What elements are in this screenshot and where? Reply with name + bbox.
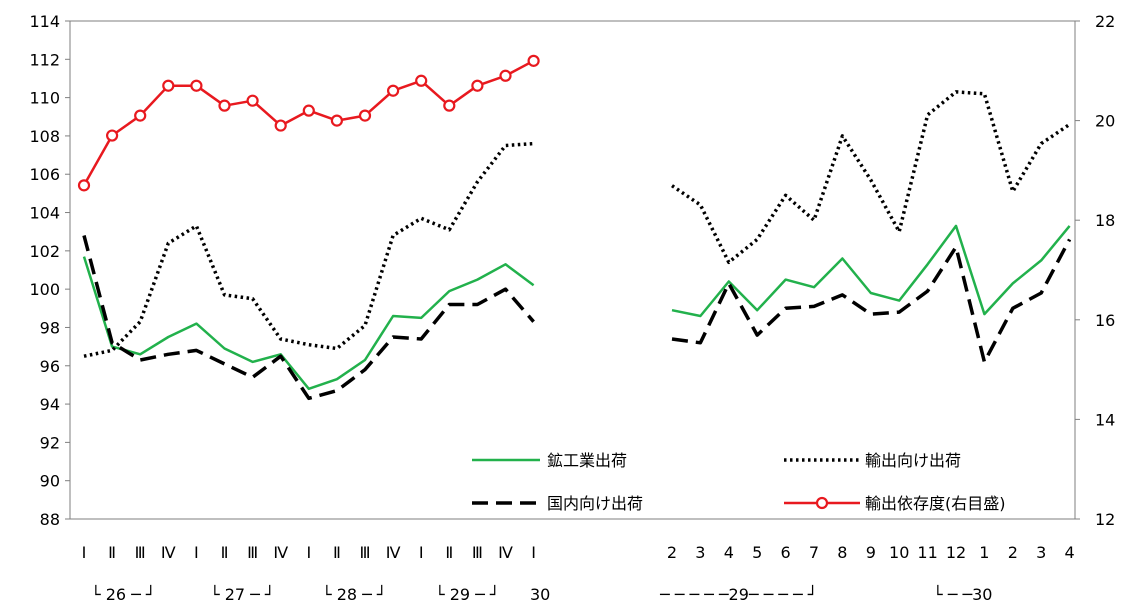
series-4-point (330, 114, 343, 127)
right-tick-label: 18 (1095, 211, 1115, 230)
quarter-label: Ⅳ (386, 543, 401, 562)
series-lines (82, 59, 1072, 401)
quarter-label: Ⅳ (161, 543, 176, 562)
month-label: 5 (752, 543, 762, 562)
series-4-point (246, 94, 259, 107)
quarterly-year-label: └ 27 ─ ┘ (210, 584, 275, 604)
month-label: 3 (695, 543, 705, 562)
right-tick-label: 12 (1095, 510, 1115, 529)
quarter-label: Ⅱ (108, 543, 116, 562)
quarterly-year-label: └ 26 ─ ┘ (91, 584, 156, 604)
quarter-label: Ⅲ (359, 543, 370, 562)
left-tick-label: 94 (40, 395, 60, 414)
quarterly-year-label: └ 28 ─ ┘ (322, 584, 387, 604)
series-4-point (302, 104, 315, 117)
month-label: 1 (979, 543, 989, 562)
quarter-label: Ⅳ (273, 543, 288, 562)
right-tick-label: 14 (1095, 410, 1115, 429)
series-1-monthly-line (671, 224, 1071, 318)
series-4-point (415, 74, 428, 87)
series-4-point (274, 119, 287, 132)
quarter-label: Ⅲ (247, 543, 258, 562)
month-label: 12 (946, 543, 966, 562)
quarter-label: Ⅱ (333, 543, 341, 562)
year-labels: └ 26 ─ ┘ └ 27 ─ ┘ └ 28 ─ ┘ └ 29 ─ ┘ 30 ─ ─ ─ … (91, 584, 992, 604)
series-4-point (471, 79, 484, 92)
legend-label: 輸出向け出荷 (865, 451, 961, 470)
month-label: 4 (1065, 543, 1075, 562)
month-label: 4 (724, 543, 734, 562)
monthly-year-label: └ ─ ─30 (933, 584, 992, 604)
right-tick-label: 16 (1095, 311, 1115, 330)
legend-label: 国内向け出荷 (547, 494, 643, 513)
series-2-monthly-line (671, 90, 1071, 265)
quarter-label: Ⅰ (531, 543, 536, 562)
series-4-point (162, 79, 175, 92)
left-tick-label: 100 (29, 280, 60, 299)
left-tick-label: 104 (29, 204, 60, 223)
right-tick-label: 22 (1095, 12, 1115, 31)
quarter-label: Ⅱ (445, 543, 453, 562)
left-tick-label: 98 (40, 318, 60, 337)
series-4-point (443, 99, 456, 112)
series-4-point (358, 109, 372, 122)
month-label: 6 (781, 543, 791, 562)
quarter-label: Ⅲ (135, 543, 146, 562)
right-axis-ticks: 12 14 16 18 20 22 (1075, 12, 1115, 529)
quarter-label: Ⅳ (498, 543, 513, 562)
left-tick-label: 88 (40, 510, 60, 529)
right-tick-label: 20 (1095, 112, 1115, 131)
quarter-label: Ⅰ (194, 543, 199, 562)
series-4-quarterly-line (82, 59, 535, 186)
left-tick-label: 108 (29, 127, 60, 146)
left-tick-label: 92 (40, 433, 60, 452)
left-tick-label: 90 (40, 472, 60, 491)
monthly-year-label: ─ ─ ─ ─ ─29─ ─ ─ ─ ┘ (659, 584, 817, 604)
left-tick-label: 114 (29, 12, 60, 31)
series-4-point (499, 69, 512, 82)
series-3-quarterly-line (82, 235, 535, 401)
month-label: 2 (667, 543, 677, 562)
month-label: 3 (1036, 543, 1046, 562)
series-4-point (134, 109, 147, 122)
series-4-point (527, 54, 540, 67)
left-tick-label: 106 (29, 165, 60, 184)
quarter-label: Ⅲ (472, 543, 483, 562)
series-4-point (190, 79, 203, 92)
left-tick-label: 102 (29, 242, 60, 261)
left-tick-label: 112 (29, 50, 60, 69)
plot-frame (69, 20, 1076, 520)
series-3-monthly-line (671, 238, 1072, 364)
x-axis-labels: Ⅰ Ⅱ Ⅲ Ⅳ Ⅰ Ⅱ Ⅲ Ⅳ Ⅰ Ⅱ Ⅲ Ⅳ Ⅰ Ⅱ Ⅲ Ⅳ Ⅰ 2 3 4 5 6 7 8 9 10 11 12 1 2 3 4 (82, 543, 1075, 562)
quarterly-year-label: 30 (530, 585, 550, 604)
month-label: 7 (809, 543, 819, 562)
series-4-point (77, 179, 91, 192)
series-4-point (387, 84, 400, 97)
legend-label: 輸出依存度(右目盛) (865, 494, 1006, 513)
series-4-point (105, 129, 119, 142)
month-label: 8 (837, 543, 847, 562)
quarterly-year-label: └ 29 ─ ┘ (435, 584, 500, 604)
series-markers (77, 54, 540, 192)
month-label: 2 (1008, 543, 1018, 562)
plot-area (69, 20, 1076, 520)
quarter-label: Ⅰ (306, 543, 311, 562)
series-1-quarterly-line (82, 256, 535, 391)
month-label: 11 (917, 543, 937, 562)
series-2-quarterly-line (83, 141, 534, 358)
left-tick-label: 96 (40, 357, 60, 376)
quarter-label: Ⅰ (419, 543, 424, 562)
left-axis-ticks: 88 90 92 94 96 98 100 102 104 106 108 110 112 114 (29, 12, 70, 529)
left-tick-label: 110 (29, 89, 60, 108)
quarter-label: Ⅱ (221, 543, 229, 562)
legend-label: 鉱工業出荷 (547, 451, 627, 470)
month-label: 10 (889, 543, 909, 562)
month-label: 9 (866, 543, 876, 562)
quarter-label: Ⅰ (82, 543, 87, 562)
legend-marker (815, 496, 829, 510)
series-4-point (218, 99, 231, 112)
